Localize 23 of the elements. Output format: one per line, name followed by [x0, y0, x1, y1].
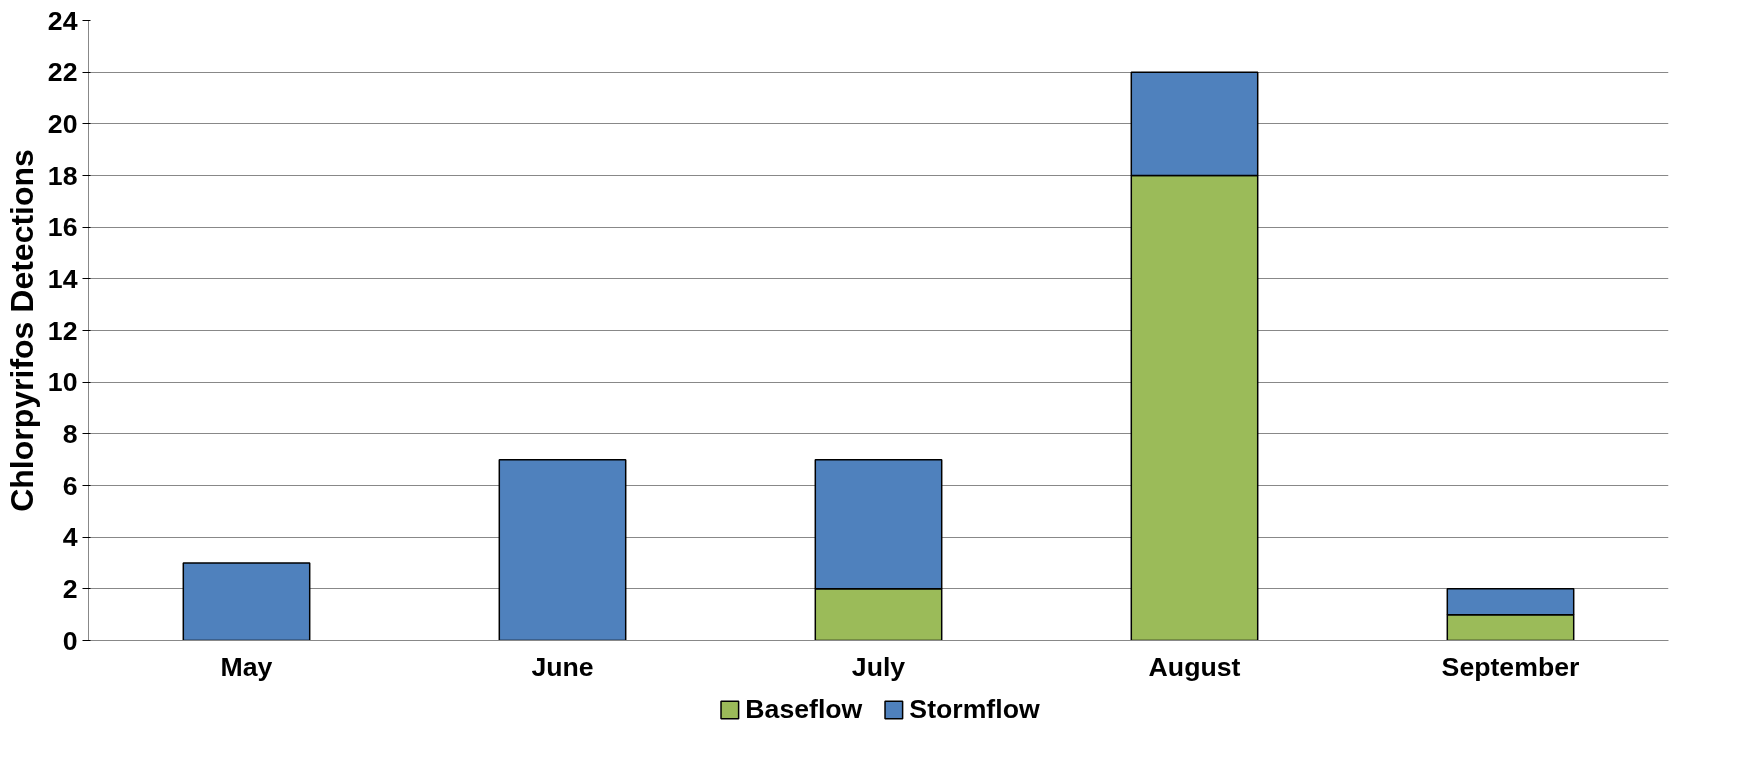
legend-label: Baseflow: [745, 693, 863, 725]
y-tick-label: 14: [47, 263, 78, 294]
x-tick-label: September: [1441, 651, 1580, 682]
y-tick-label: 16: [47, 212, 78, 243]
y-tick-label: 4: [62, 522, 78, 553]
x-tick-label: May: [220, 651, 273, 682]
y-tick-label: 22: [47, 57, 78, 88]
x-tick-label: June: [531, 651, 594, 682]
y-tick-label: 10: [47, 367, 78, 398]
y-tick-label: 0: [62, 625, 78, 656]
y-tick-label: 6: [62, 470, 78, 501]
y-tick-label: 20: [47, 108, 78, 139]
y-tick-label: 12: [47, 315, 78, 346]
y-tick-label: 18: [47, 160, 78, 191]
legend-label: Stormflow: [909, 693, 1040, 725]
bar: [182, 562, 311, 641]
y-tick-label: 2: [62, 573, 78, 604]
bar: [498, 458, 627, 641]
x-tick-label: July: [851, 651, 906, 682]
x-tick-label: August: [1148, 651, 1241, 682]
y-axis-title: Chlorpyrifos Detections: [3, 149, 40, 512]
y-tick-label: 24: [47, 5, 78, 36]
y-tick-label: 8: [62, 418, 78, 449]
